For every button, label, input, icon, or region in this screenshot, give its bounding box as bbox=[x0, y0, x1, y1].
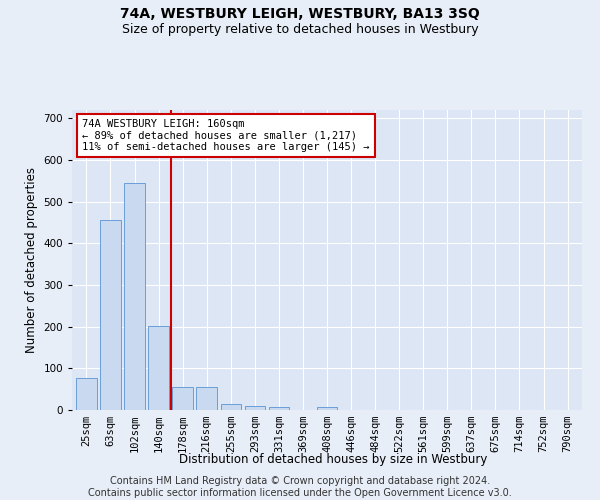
Y-axis label: Number of detached properties: Number of detached properties bbox=[25, 167, 38, 353]
Bar bbox=[148, 326, 169, 410]
Text: Distribution of detached houses by size in Westbury: Distribution of detached houses by size … bbox=[179, 452, 487, 466]
Text: Size of property relative to detached houses in Westbury: Size of property relative to detached ho… bbox=[122, 22, 478, 36]
Bar bbox=[317, 406, 337, 410]
Bar bbox=[245, 406, 265, 410]
Bar bbox=[269, 406, 289, 410]
Bar bbox=[124, 183, 145, 410]
Bar bbox=[76, 378, 97, 410]
Bar bbox=[196, 387, 217, 410]
Text: Contains HM Land Registry data © Crown copyright and database right 2024.
Contai: Contains HM Land Registry data © Crown c… bbox=[88, 476, 512, 498]
Text: 74A, WESTBURY LEIGH, WESTBURY, BA13 3SQ: 74A, WESTBURY LEIGH, WESTBURY, BA13 3SQ bbox=[120, 8, 480, 22]
Bar bbox=[100, 220, 121, 410]
Bar bbox=[221, 404, 241, 410]
Text: 74A WESTBURY LEIGH: 160sqm
← 89% of detached houses are smaller (1,217)
11% of s: 74A WESTBURY LEIGH: 160sqm ← 89% of deta… bbox=[82, 119, 370, 152]
Bar bbox=[172, 387, 193, 410]
